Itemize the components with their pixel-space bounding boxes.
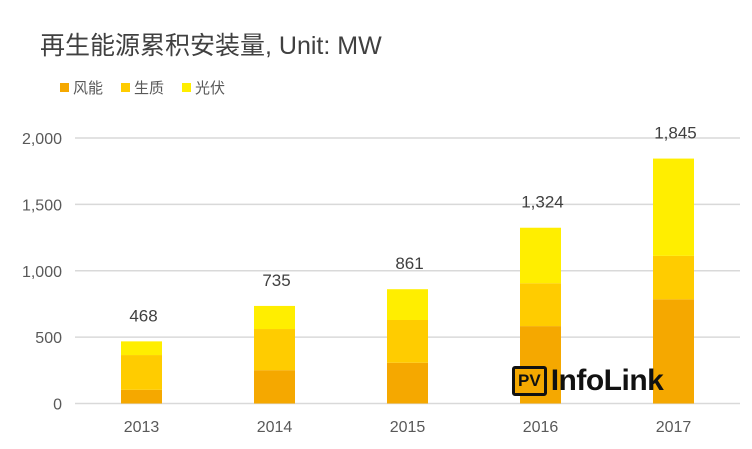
legend: 风能 生质 光伏 <box>60 77 225 98</box>
y-tick-label: 500 <box>35 330 62 347</box>
legend-swatch <box>60 83 69 92</box>
y-tick-label: 0 <box>53 397 62 414</box>
legend-label: 光伏 <box>195 80 226 97</box>
bar-segment <box>653 299 694 404</box>
total-label: 1,845 <box>654 124 697 143</box>
bar-segment <box>254 370 295 404</box>
x-tick-label: 2013 <box>124 419 160 436</box>
y-tick-label: 1,500 <box>22 197 62 214</box>
bar-segment <box>121 341 162 356</box>
total-label: 861 <box>395 254 423 273</box>
bar-segment <box>520 227 561 284</box>
logo-pv-box: PV <box>512 366 547 396</box>
legend-item-pv: 光伏 <box>182 77 225 98</box>
y-tick-label: 2,000 <box>22 131 62 148</box>
y-tick-label: 1,000 <box>22 264 62 281</box>
bar-segment <box>387 289 428 321</box>
total-label: 735 <box>262 271 290 290</box>
bar-segment <box>653 255 694 300</box>
legend-label: 生质 <box>134 80 165 97</box>
legend-swatch <box>182 83 192 92</box>
chart-title: 再生能源累积安装量, Unit: MW <box>40 32 382 60</box>
x-tick-label: 2015 <box>390 419 426 436</box>
bar-segment <box>520 283 561 327</box>
logo-text: InfoLink <box>550 364 664 397</box>
bar-segment <box>387 362 428 404</box>
bar-segment <box>121 355 162 390</box>
legend-item-wind: 风能 <box>60 77 103 98</box>
bar-segment <box>121 389 162 404</box>
legend-label: 风能 <box>73 80 104 97</box>
x-tick-label: 2016 <box>523 419 559 436</box>
x-tick-label: 2017 <box>656 419 692 436</box>
bar-segment <box>653 158 694 256</box>
legend-item-biomass: 生质 <box>121 77 164 98</box>
infolink-logo: PV InfoLink <box>512 364 664 398</box>
legend-swatch <box>121 83 131 92</box>
bar-segment <box>254 329 295 371</box>
bar-segment <box>254 305 295 330</box>
total-label: 468 <box>129 306 157 325</box>
total-label: 1,324 <box>521 193 564 212</box>
bar-segment <box>387 320 428 363</box>
x-tick-label: 2014 <box>257 419 293 436</box>
